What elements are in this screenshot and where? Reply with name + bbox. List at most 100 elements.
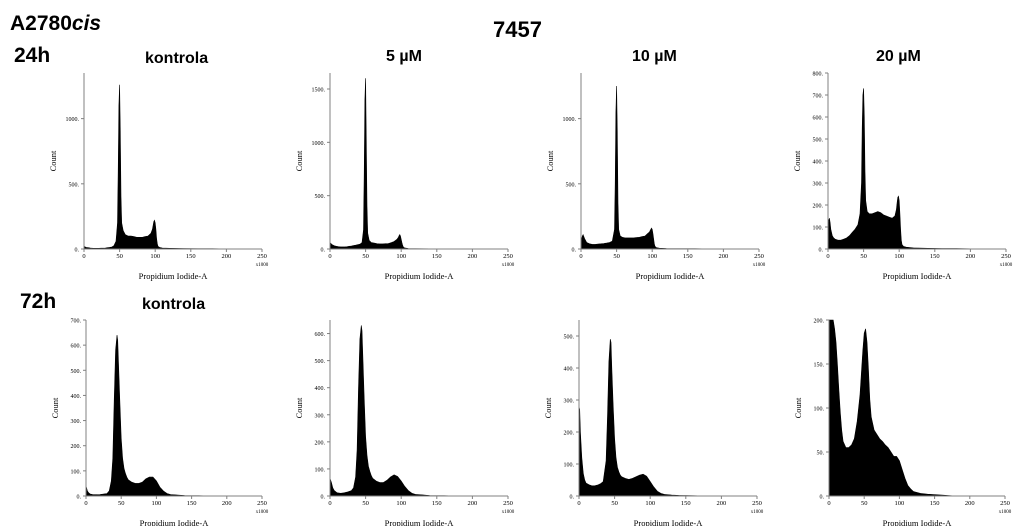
x-tick-label: 150 [681,500,691,507]
y-axis-label: Count [545,150,555,171]
x-tick-label: 250 [503,253,513,260]
x-tick-label: 150 [930,253,940,260]
y-axis-label: Count [543,397,553,418]
x-tick-label: 100 [152,500,162,507]
y-tick-label: 300. [813,182,824,188]
histogram-series [85,335,262,497]
x-tick-label: 50 [611,500,618,507]
histogram-series [827,88,1007,250]
x-tick-label: 200 [468,500,478,507]
y-tick-label: 150. [814,363,825,369]
row-label-72h: 72h [20,290,57,313]
histogram-series [329,325,508,497]
x-multiplier-label: x1000 [256,263,269,268]
x-tick-label: 150 [432,500,442,507]
x-multiplier-label: x1000 [1000,263,1013,268]
histogram-72h-20um: 0. 50. 100. 150. 200. 0 50 100 150 200 250 x1000 Pro… [793,319,1012,526]
x-tick-label: 250 [1000,500,1010,507]
y-tick-label: 700. [813,94,824,100]
y-tick-label: 500. [566,182,577,188]
x-tick-label: 250 [754,253,764,260]
histogram-24h-kontrola: 0. 500. 1000. 0 50 100 150 200 250 x1000 Propidium… [48,73,269,281]
y-tick-label: 600. [813,116,824,122]
x-tick-label: 0 [827,500,830,507]
y-tick-label: 0. [820,495,825,501]
x-axis-label: Propidium Iodide-A [385,518,455,526]
y-tick-label: 1000. [66,117,80,123]
y-tick-label: 100. [315,467,326,473]
x-tick-label: 150 [186,253,196,260]
y-tick-label: 400. [71,394,82,400]
x-tick-label: 150 [187,500,197,507]
x-tick-label: 0 [328,253,331,260]
y-tick-label: 0. [77,495,82,501]
y-tick-label: 500. [564,335,575,341]
x-tick-label: 50 [613,253,620,260]
y-tick-label: 200. [564,431,575,437]
row-label-24h: 24h [14,44,51,67]
condition-label-5um: 5 µM [386,48,422,65]
histogram-series [828,319,1005,497]
y-tick-label: 1000. [312,141,326,147]
x-tick-label: 250 [1001,253,1011,260]
x-multiplier-label: x1000 [502,510,515,515]
x-tick-label: 250 [503,500,513,507]
histogram-72h-kontrola: 0. 100. 200. 300. 400. 500. 600. 700. 0 50 100 150 2… [50,319,269,526]
x-multiplier-label: x1000 [751,510,764,515]
x-tick-label: 200 [222,253,232,260]
x-tick-label: 100 [396,500,406,507]
x-tick-label: 250 [257,253,267,260]
histogram-24h-20um: 0. 100. 200. 300. 400. 500. 600. 700. 800. 0 50 100… [792,72,1013,282]
y-tick-label: 50. [817,451,825,457]
cell-line-label: A2780cis [10,12,102,35]
histogram-series [580,85,759,250]
x-tick-label: 50 [860,253,867,260]
histogram-72h-5um: 0. 100. 200. 300. 400. 500. 600. 0 50 100 150 200 25… [294,320,515,526]
y-tick-label: 0. [572,248,577,254]
x-axis-label: Propidium Iodide-A [140,518,210,526]
y-tick-label: 800. [813,72,824,78]
x-tick-label: 100 [396,253,406,260]
x-axis-label: Propidium Iodide-A [883,518,953,526]
y-tick-label: 600. [315,332,326,338]
y-axis-label: Count [793,397,803,418]
x-tick-label: 0 [82,253,85,260]
y-tick-label: 0. [321,495,326,501]
x-tick-label: 50 [362,253,369,260]
condition-label-72h-control: kontrola [142,296,206,313]
x-tick-label: 150 [432,253,442,260]
compound-label: 7457 [493,17,542,42]
x-tick-label: 100 [647,253,657,260]
y-axis-label: Count [294,397,304,418]
x-tick-label: 50 [116,253,123,260]
x-multiplier-label: x1000 [999,510,1012,515]
x-axis-label: Propidium Iodide-A [636,271,706,281]
y-tick-label: 0. [75,248,80,254]
condition-label-10um: 10 µM [632,48,677,65]
condition-label-20um: 20 µM [876,48,921,65]
histogram-series [83,84,263,250]
cell-line-suffix: cis [71,12,102,35]
x-axis-label: Propidium Iodide-A [139,271,209,281]
x-multiplier-label: x1000 [256,510,269,515]
y-tick-label: 500. [315,194,326,200]
y-tick-label: 200. [71,444,82,450]
y-tick-label: 200. [813,204,824,210]
y-tick-label: 200. [315,440,326,446]
y-tick-label: 300. [315,413,326,419]
y-tick-label: 400. [813,160,824,166]
histogram-24h-5um: 0. 500. 1000. 1500. 0 50 100 150 200 250 x1000 Prop… [294,73,515,281]
x-tick-label: 150 [930,500,940,507]
y-tick-label: 300. [564,399,575,405]
x-multiplier-label: x1000 [502,263,515,268]
y-tick-label: 500. [69,182,80,188]
x-tick-label: 200 [468,253,478,260]
histogram-24h-10um: 0. 500. 1000. 0 50 100 150 200 250 x1000 Propidium… [545,73,766,281]
x-tick-label: 100 [645,500,655,507]
y-tick-label: 700. [71,319,82,325]
y-tick-label: 1500. [312,88,326,94]
y-tick-label: 600. [71,344,82,350]
y-tick-label: 400. [564,367,575,373]
x-axis-label: Propidium Iodide-A [634,518,704,526]
